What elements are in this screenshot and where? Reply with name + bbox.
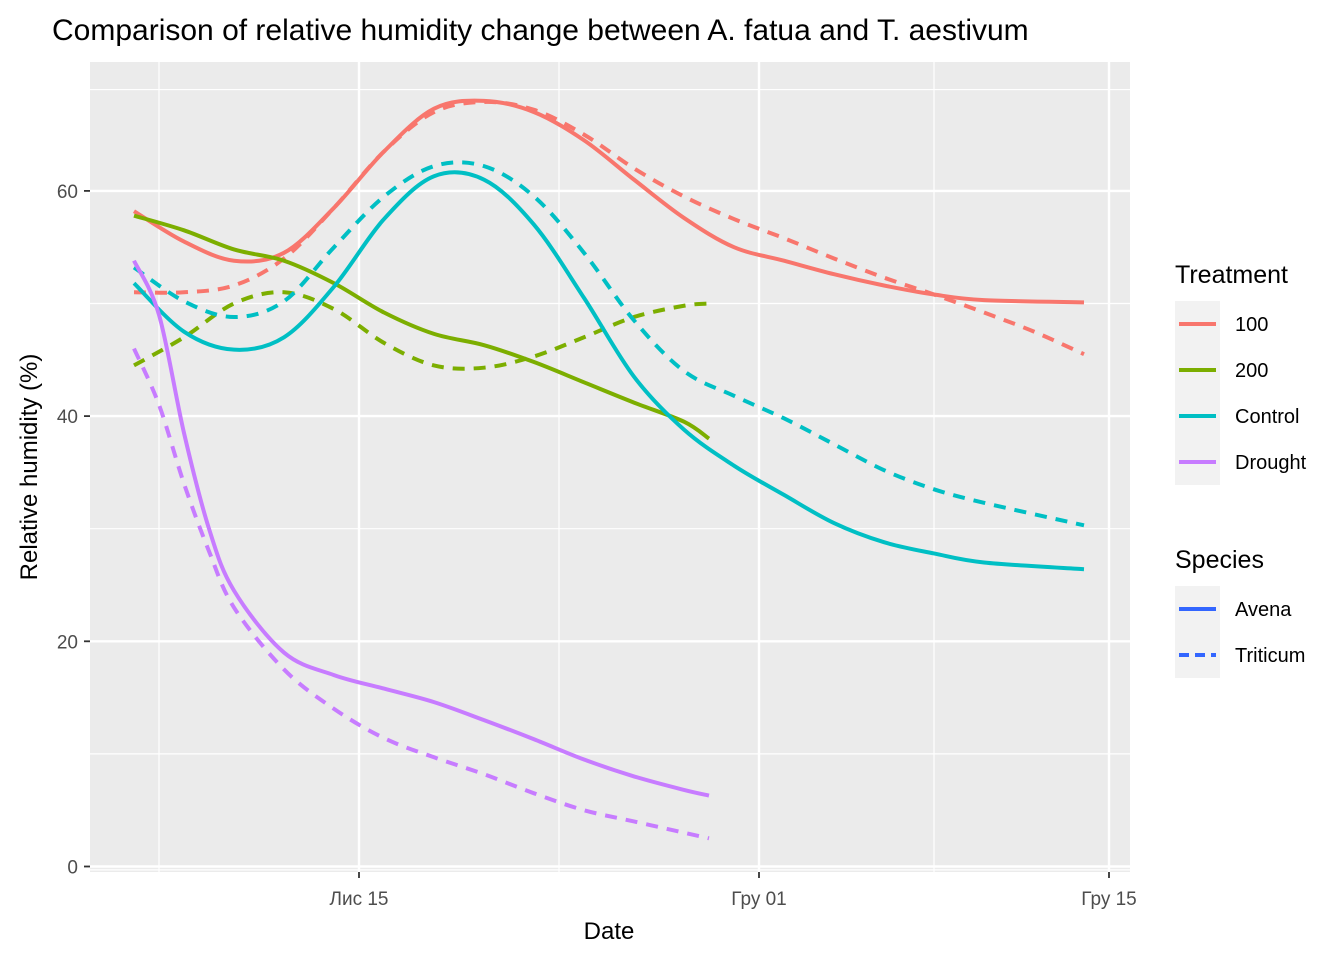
legend-entry-label: 100 — [1235, 314, 1268, 336]
legend-entry-label: Avena — [1235, 599, 1292, 621]
legend-key-background — [1175, 586, 1220, 678]
legend: Treatment 100 200 Control Drought Species Aven… — [1175, 261, 1307, 678]
legend-entry-label: Control — [1235, 406, 1299, 428]
series-line-100-avena — [132, 98, 1085, 305]
legend-entry-label: Drought — [1235, 452, 1307, 474]
plot-panel — [90, 62, 1130, 872]
series-line-200-avena — [133, 213, 711, 441]
legend-title: Species — [1175, 546, 1264, 574]
x-tick-label: Лис 15 — [330, 889, 389, 910]
y-axis: 0 20 40 60 — [57, 182, 90, 879]
x-tick-label: Гру 15 — [1081, 889, 1137, 910]
legend-title: Treatment — [1175, 261, 1288, 289]
y-axis-title: Relative humidity (%) — [16, 354, 43, 581]
series-line-control-avena — [132, 170, 1085, 572]
grid-major — [90, 62, 1130, 872]
y-tick-label: 20 — [57, 632, 78, 653]
x-tick-label: Гру 01 — [731, 889, 787, 910]
y-tick-label: 60 — [57, 182, 78, 203]
legend-entry-label: 200 — [1235, 360, 1268, 382]
series-line-control-triticum — [132, 160, 1085, 528]
grid-minor — [90, 62, 1130, 872]
series-line-drought-avena — [132, 259, 710, 798]
legend-key-background — [1175, 301, 1220, 485]
series-line-drought-triticum — [132, 347, 710, 841]
x-axis: Лис 15 Гру 01 Гру 15 — [330, 872, 1137, 910]
x-axis-title: Date — [584, 918, 635, 945]
legend-entry-label: Triticum — [1235, 645, 1305, 667]
y-tick-label: 0 — [67, 858, 78, 879]
y-tick-label: 40 — [57, 407, 78, 428]
series-line-200-triticum — [133, 290, 710, 371]
series-layer — [132, 98, 1085, 841]
chart-title: Comparison of relative humidity change b… — [52, 14, 1029, 47]
series-line-100-triticum — [133, 99, 1085, 356]
